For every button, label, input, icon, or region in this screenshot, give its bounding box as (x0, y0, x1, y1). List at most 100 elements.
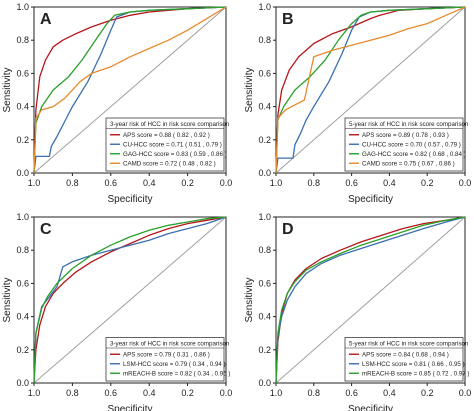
legend-entry: APS score = 0.79 ( 0.31 , 0.86 ) (123, 351, 210, 358)
legend-entry: GAG-HCC score = 0.82 ( 0.68 , 0.84 ) (362, 151, 466, 158)
x-tick-label: 0.2 (421, 388, 434, 398)
y-tick-label: 0.4 (258, 102, 271, 112)
panel-label: A (40, 11, 52, 28)
x-tick-label: 0.8 (308, 388, 321, 398)
legend-box (105, 117, 225, 172)
y-tick-label: 0.0 (16, 168, 29, 178)
y-axis-label: Sensitivity (2, 67, 13, 112)
y-tick-label: 0.8 (258, 245, 271, 255)
y-tick-label: 0.8 (16, 35, 29, 45)
y-tick-label: 0.6 (16, 68, 29, 78)
legend-title: 3-year risk of HCC in risk score compari… (110, 121, 230, 128)
x-axis-label: Specificity (107, 404, 152, 411)
legend-entry: LSM-HCC score = 0.81 ( 0.66 , 0.95 ) (362, 361, 465, 368)
x-tick-label: 0.6 (105, 178, 118, 188)
y-tick-label: 0.6 (16, 278, 29, 288)
x-tick-label: 0.6 (345, 178, 358, 188)
y-tick-label: 1.0 (258, 212, 271, 222)
panel-label: B (282, 11, 294, 28)
roc-curve-gag-hcc (33, 6, 227, 174)
x-axis-label: Specificity (348, 404, 393, 411)
panel-label: D (282, 221, 294, 238)
x-axis-label: Specificity (348, 194, 393, 205)
y-tick-label: 0.8 (258, 35, 271, 45)
legend-entry: APS score = 0.88 ( 0.82 , 0.92 ) (123, 132, 210, 139)
roc-curve-aps (33, 216, 227, 384)
x-tick-label: 0.4 (383, 178, 396, 188)
y-tick-label: 1.0 (16, 212, 29, 222)
panel-label: C (40, 221, 52, 238)
legend-entry: GAG-HCC score = 0.83 ( 0.59 , 0.86 ) (123, 151, 227, 158)
y-tick-label: 0.4 (16, 312, 29, 322)
diagonal-reference-line (275, 6, 466, 174)
x-tick-label: 1.0 (28, 178, 41, 188)
roc-curve-lsm-hcc (275, 216, 466, 384)
roc-curve-mreach-b (275, 216, 466, 384)
y-tick-label: 0.0 (258, 378, 271, 388)
x-tick-label: 0.0 (459, 388, 472, 398)
y-tick-label: 0.4 (16, 102, 29, 112)
roc-curve-camd (275, 6, 466, 174)
x-tick-label: 0.8 (66, 388, 79, 398)
roc-panel-b: 0.0 0.2 0.4 0.6 0.8 1.0 1.0 0.8 0.6 0.4 0.2 0.0 Spec… (244, 2, 471, 205)
roc-curve-gag-hcc (275, 6, 466, 174)
x-tick-label: 0.2 (421, 178, 434, 188)
legend-box (344, 337, 464, 382)
x-tick-label: 0.4 (143, 178, 156, 188)
legend-entry: APS score = 0.84 ( 0.68 , 0.94 ) (362, 351, 449, 358)
roc-curve-aps (33, 6, 227, 174)
x-tick-label: 0.8 (308, 178, 321, 188)
legend-entry: CU-HCC score = 0.70 ( 0.57 , 0.79 ) (362, 141, 461, 148)
roc-panel-d: 0.0 0.2 0.4 0.6 0.8 1.0 1.0 0.8 0.6 0.4 0.2 0.0 Spec… (244, 212, 471, 411)
legend-entry: CAMD score = 0.75 ( 0.67 , 0.86 ) (362, 160, 455, 167)
x-axis-label: Specificity (107, 194, 152, 205)
legend-entry: CU-HCC score = 0.71 ( 0.51 , 0.79 ) (123, 141, 222, 148)
legend-box (105, 337, 225, 382)
y-tick-label: 1.0 (258, 2, 271, 12)
y-tick-label: 0.6 (258, 278, 271, 288)
y-tick-label: 1.0 (16, 2, 29, 12)
y-tick-label: 0.4 (258, 312, 271, 322)
legend: 5-year risk of HCC in risk score compari… (344, 337, 469, 382)
roc-curve-aps (275, 216, 466, 384)
y-tick-label: 0.2 (258, 345, 271, 355)
x-tick-label: 1.0 (28, 388, 41, 398)
x-tick-label: 1.0 (270, 178, 283, 188)
y-axis-label: Sensitivity (244, 277, 255, 322)
plot-frame (275, 216, 466, 384)
y-tick-label: 0.2 (16, 345, 29, 355)
legend-entry: mREACH-B score = 0.82 ( 0.34 , 0.95 ) (123, 370, 230, 377)
x-tick-label: 0.0 (220, 388, 233, 398)
plot-frame (33, 216, 227, 384)
x-tick-label: 0.6 (345, 388, 358, 398)
legend-entry: mREACH-B score = 0.85 ( 0.72 , 0.97 ) (362, 370, 469, 377)
legend-title: 3-year risk of HCC in risk score compari… (110, 341, 230, 348)
plot-frame (275, 6, 466, 174)
y-tick-label: 0.2 (258, 135, 271, 145)
x-tick-label: 0.6 (105, 388, 118, 398)
legend-box (344, 117, 464, 172)
legend: 3-year risk of HCC in risk score compari… (105, 337, 230, 382)
legend-entry: LSM-HCC score = 0.79 ( 0.34 , 0.94 ) (123, 361, 226, 368)
y-tick-label: 0.2 (16, 135, 29, 145)
diagonal-reference-line (33, 6, 227, 174)
legend: 3-year risk of HCC in risk score compari… (105, 117, 230, 172)
roc-curve-mreach-b (33, 216, 227, 384)
legend-title: 5-year risk of HCC in risk score compari… (349, 121, 469, 128)
x-tick-label: 1.0 (270, 388, 283, 398)
y-tick-label: 0.6 (258, 68, 271, 78)
x-tick-label: 0.8 (66, 178, 79, 188)
roc-panel-a: 0.0 0.2 0.4 0.6 0.8 1.0 1.0 0.8 0.6 0.4 0.2 0.0 Spec… (2, 2, 232, 205)
plot-frame (33, 6, 227, 174)
x-tick-label: 0.4 (143, 388, 156, 398)
y-axis-label: Sensitivity (244, 67, 255, 112)
legend-title: 5-year risk of HCC in risk score compari… (349, 341, 469, 348)
legend: 5-year risk of HCC in risk score compari… (344, 117, 469, 172)
diagonal-reference-line (275, 216, 466, 384)
roc-panel-c: 0.0 0.2 0.4 0.6 0.8 1.0 1.0 0.8 0.6 0.4 0.2 0.0 Spec… (2, 212, 232, 411)
y-tick-label: 0.0 (258, 168, 271, 178)
x-tick-label: 0.4 (383, 388, 396, 398)
legend-entry: APS score = 0.89 ( 0.78 , 0.93 ) (362, 132, 449, 139)
diagonal-reference-line (33, 216, 227, 384)
